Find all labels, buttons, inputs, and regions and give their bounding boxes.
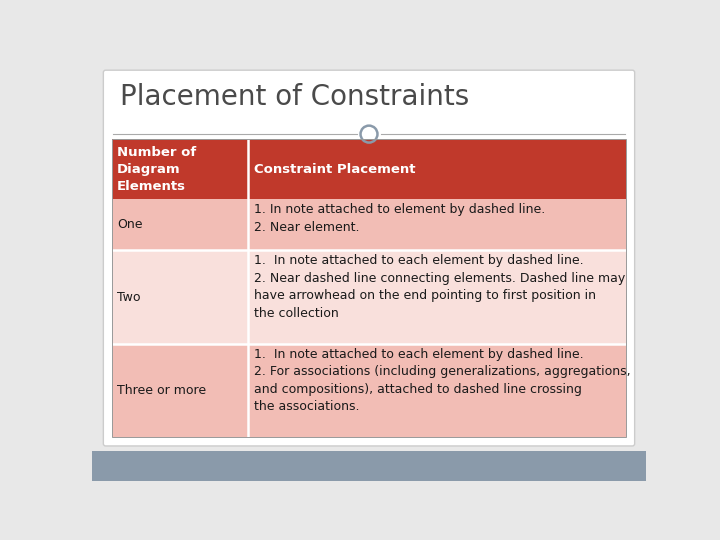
Text: 1.  In note attached to each element by dashed line.
2. Near dashed line connect: 1. In note attached to each element by d… <box>253 254 625 320</box>
Bar <box>112 344 248 437</box>
Bar <box>112 199 248 251</box>
Bar <box>112 251 248 344</box>
Text: Three or more: Three or more <box>117 384 207 397</box>
Bar <box>112 139 626 437</box>
FancyBboxPatch shape <box>104 70 634 446</box>
Text: 1. In note attached to element by dashed line.
2. Near element.: 1. In note attached to element by dashed… <box>253 203 545 234</box>
Bar <box>248 344 626 437</box>
Text: Number of
Diagram
Elements: Number of Diagram Elements <box>117 146 197 193</box>
Bar <box>248 251 626 344</box>
Bar <box>248 199 626 251</box>
Bar <box>92 451 647 481</box>
Text: Two: Two <box>117 291 140 303</box>
Text: 1.  In note attached to each element by dashed line.
2. For associations (includ: 1. In note attached to each element by d… <box>253 348 630 413</box>
Text: Constraint Placement: Constraint Placement <box>253 163 415 176</box>
Bar <box>112 139 626 199</box>
Text: Placement of Constraints: Placement of Constraints <box>120 83 469 111</box>
Text: One: One <box>117 218 143 232</box>
